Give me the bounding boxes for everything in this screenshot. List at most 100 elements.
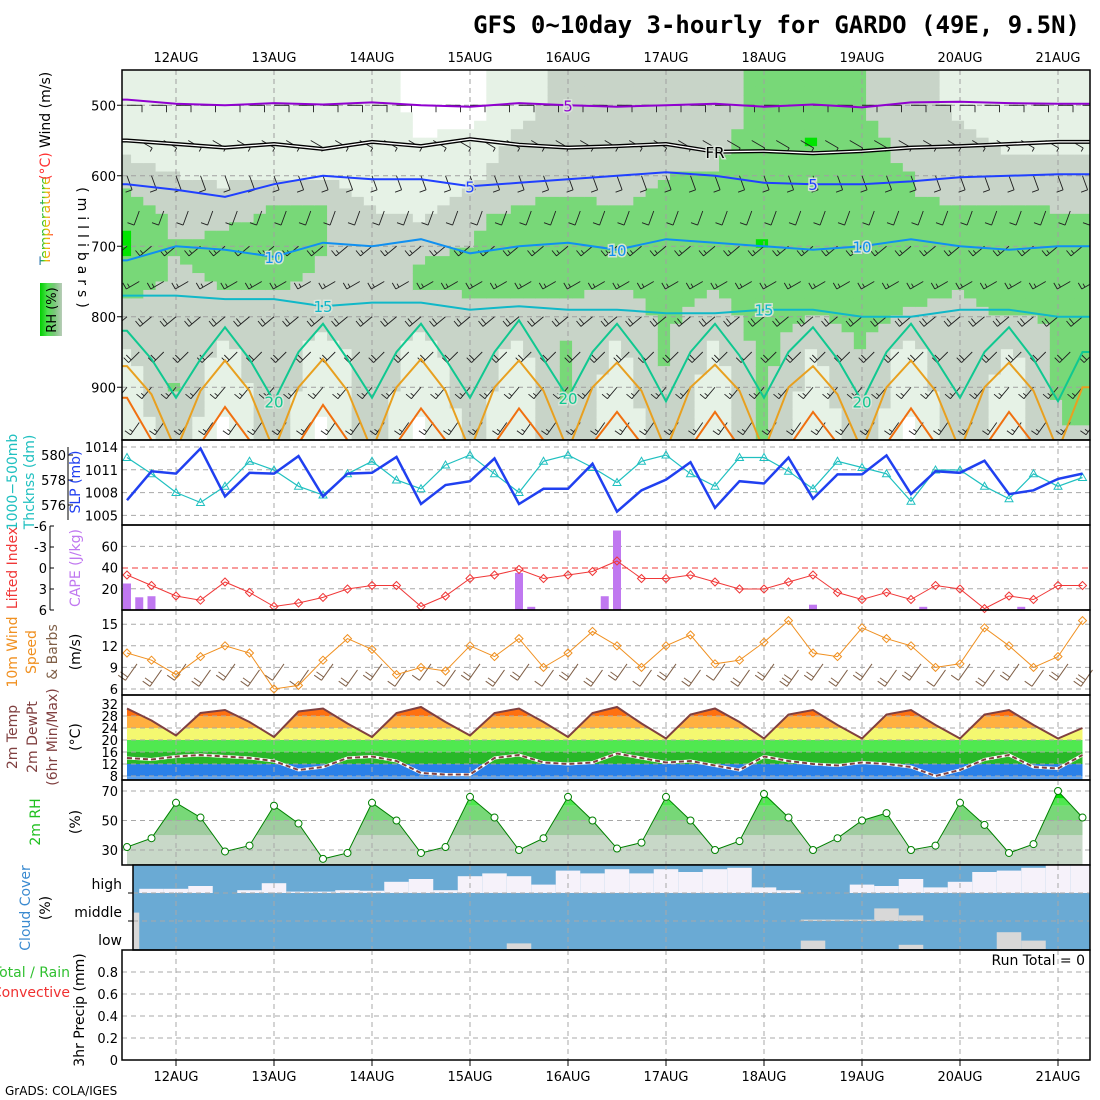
rh-cell bbox=[927, 391, 941, 401]
rh-cell bbox=[694, 332, 708, 342]
rh-cell bbox=[584, 154, 598, 164]
rh-cell bbox=[523, 146, 536, 156]
rh-cell bbox=[915, 256, 928, 266]
rh-cell bbox=[425, 222, 438, 232]
rh-cell bbox=[804, 332, 818, 342]
rh-cell bbox=[817, 281, 830, 291]
rh-cell bbox=[122, 281, 132, 291]
rh-cell bbox=[290, 281, 304, 291]
rh-cell bbox=[253, 95, 267, 105]
top-date-label: 16AUG bbox=[545, 51, 590, 66]
rh-cell bbox=[706, 349, 720, 359]
rh-cell bbox=[559, 298, 573, 308]
rh-cell bbox=[547, 137, 561, 147]
rh-cell bbox=[670, 129, 683, 139]
rh-cell bbox=[229, 70, 242, 80]
rh-cell bbox=[547, 154, 561, 164]
rh-cell bbox=[584, 137, 598, 147]
rh-cell bbox=[167, 154, 181, 164]
rh-cell bbox=[167, 196, 181, 206]
rh-cell bbox=[853, 357, 867, 367]
rh-cell bbox=[755, 374, 769, 384]
rh-cell bbox=[633, 425, 647, 435]
rh-cell bbox=[670, 196, 683, 206]
rh-cell bbox=[204, 163, 218, 173]
rh-cell bbox=[1049, 366, 1063, 376]
rh-cell bbox=[1025, 95, 1039, 105]
rh-cell bbox=[535, 264, 549, 274]
rh-cell bbox=[376, 273, 389, 283]
rh-cell bbox=[339, 154, 353, 164]
rh-cell bbox=[731, 230, 745, 240]
rh-cell bbox=[122, 86, 132, 96]
rh-cell bbox=[535, 357, 549, 367]
rh-cell bbox=[535, 120, 549, 130]
rh-cell bbox=[719, 298, 732, 308]
rh-cell bbox=[706, 95, 720, 105]
rh-cell bbox=[829, 349, 843, 359]
rh-cell bbox=[461, 137, 475, 147]
rh-cell bbox=[351, 306, 365, 316]
rh-cell bbox=[1000, 129, 1014, 139]
rh-cell bbox=[1025, 374, 1039, 384]
wind-barb bbox=[445, 210, 459, 226]
rh-cell bbox=[314, 281, 328, 291]
rh-cell bbox=[486, 86, 500, 96]
rh-cell bbox=[523, 315, 536, 325]
rh-cell bbox=[915, 112, 928, 122]
rh-cell bbox=[437, 112, 451, 122]
rh-cell bbox=[523, 433, 536, 440]
rh-cell bbox=[829, 357, 843, 367]
rh-cell bbox=[474, 146, 487, 156]
rh-cell bbox=[241, 112, 255, 122]
rh-cell bbox=[682, 289, 696, 300]
rh-cell bbox=[829, 213, 843, 223]
rh-cell bbox=[253, 323, 267, 333]
rh-cell bbox=[216, 154, 230, 164]
rh-cell bbox=[1000, 366, 1014, 376]
isotherm-label: 10 bbox=[264, 249, 283, 267]
rh-cell bbox=[339, 222, 353, 232]
rh-cell bbox=[841, 171, 855, 181]
temp-unit-label: (°C) bbox=[68, 723, 84, 751]
rh-cell bbox=[474, 298, 487, 308]
rh-cell bbox=[902, 146, 916, 156]
rh-cell bbox=[755, 366, 769, 376]
rh-cell bbox=[363, 171, 377, 181]
wind-barb bbox=[394, 422, 410, 436]
wind-barb bbox=[639, 422, 655, 436]
rh-cell bbox=[412, 213, 426, 223]
rh-cell bbox=[351, 86, 365, 96]
rh-cell bbox=[559, 78, 573, 88]
rh-cell bbox=[976, 213, 990, 223]
rh-cell bbox=[265, 332, 279, 342]
rh-cell bbox=[902, 433, 916, 440]
rh-cell bbox=[964, 112, 977, 122]
rh-cell bbox=[853, 349, 867, 359]
rh-cell bbox=[241, 323, 255, 333]
rh-marker bbox=[1029, 840, 1038, 849]
wind-barb bbox=[906, 281, 924, 290]
rh-cell bbox=[339, 103, 353, 113]
rh-cell bbox=[523, 78, 536, 88]
rh-cell bbox=[706, 179, 720, 190]
rh-cell bbox=[265, 315, 279, 325]
rh-cell bbox=[657, 256, 671, 266]
rh-cell bbox=[866, 298, 879, 308]
rh-cell bbox=[841, 391, 855, 401]
rh-cell bbox=[290, 137, 304, 147]
rh-cell bbox=[829, 340, 843, 350]
rh-cell bbox=[657, 146, 671, 156]
rh-cell bbox=[351, 120, 365, 130]
rh-cell bbox=[314, 374, 328, 384]
rh-cell bbox=[131, 425, 144, 435]
rh-cell bbox=[229, 408, 242, 418]
rh-cell bbox=[633, 213, 647, 223]
rh-cell bbox=[1037, 95, 1051, 105]
rh-cell bbox=[290, 78, 304, 88]
rh-cell bbox=[498, 230, 512, 240]
rh-cell bbox=[964, 78, 977, 88]
rh-cell bbox=[486, 247, 500, 257]
rh-cell bbox=[768, 103, 781, 113]
rh-cell bbox=[572, 256, 585, 266]
